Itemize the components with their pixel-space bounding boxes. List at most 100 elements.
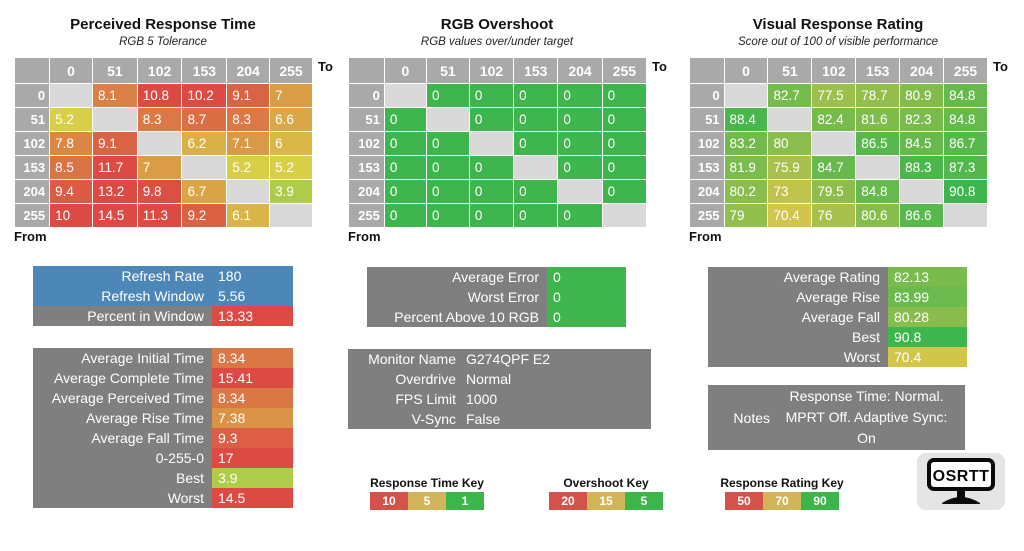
heatmap-row-label: 204 bbox=[15, 180, 50, 203]
heatmap-cell: 9.2 bbox=[182, 204, 227, 227]
key-swatches: 20 15 5 bbox=[549, 492, 663, 510]
heatmap-cell: 78.7 bbox=[856, 84, 900, 107]
stat-row: Average Rise Time 7.38 bbox=[33, 408, 293, 428]
heatmap-cell bbox=[50, 84, 92, 107]
heatmap-cell: 3.9 bbox=[270, 180, 312, 203]
heatmap-cell: 0 bbox=[469, 204, 514, 227]
axis-from-label: From bbox=[14, 229, 47, 244]
heatmap-cell: 6.7 bbox=[182, 180, 227, 203]
heatmap-cell: 77.5 bbox=[812, 84, 856, 107]
heatmap-cell: 70.4 bbox=[768, 204, 812, 227]
chart-title: RGB Overshoot bbox=[440, 16, 554, 33]
heatmap-cell: 0 bbox=[558, 108, 602, 131]
stat-label: Worst bbox=[843, 349, 880, 365]
key-swatch: 5 bbox=[625, 492, 663, 510]
heatmap-column-header: 255 bbox=[944, 58, 987, 83]
heatmap-row-label: 0 bbox=[15, 84, 50, 107]
stat-label: Refresh Window bbox=[101, 288, 204, 304]
stat-row: V-Sync False bbox=[348, 409, 651, 429]
heatmap-cell: 10.2 bbox=[182, 84, 227, 107]
heatmap-cell: 0 bbox=[514, 180, 558, 203]
heatmap-cell: 0 bbox=[384, 180, 427, 203]
stat-label: Average Initial Time bbox=[81, 350, 204, 366]
heatmap-column-header: 153 bbox=[514, 58, 558, 83]
heatmap-cell: 73 bbox=[768, 180, 812, 203]
chart-subtitle: Score out of 100 of visible performance bbox=[737, 36, 939, 48]
heatmap-corner-cell bbox=[349, 58, 384, 83]
heatmap-corner-cell bbox=[15, 58, 50, 83]
heatmap-cell: 7.8 bbox=[50, 132, 92, 155]
logo-text: OSRTT bbox=[933, 468, 990, 485]
heatmap-cell: 0 bbox=[514, 132, 558, 155]
stat-value: 9.3 bbox=[212, 428, 293, 448]
heatmap-column-header: 51 bbox=[768, 58, 812, 83]
heatmap-row-label: 102 bbox=[690, 132, 724, 155]
key-title: Response Rating Key bbox=[720, 476, 844, 490]
heatmap-cell: 79 bbox=[724, 204, 768, 227]
stat-row: Percent Above 10 RGB 0 bbox=[367, 307, 626, 327]
heatmap-cell: 0 bbox=[427, 84, 469, 107]
stat-value: 17 bbox=[212, 448, 293, 468]
stat-row: FPS Limit 1000 bbox=[348, 389, 651, 409]
stat-label: FPS Limit bbox=[395, 391, 456, 407]
axis-from-label: From bbox=[689, 229, 722, 244]
heatmap-cell: 7.1 bbox=[227, 132, 270, 155]
key-swatch: 5 bbox=[408, 492, 446, 510]
heatmap-cell: 8.1 bbox=[92, 84, 137, 107]
stat-row: Monitor Name G274QPF E2 bbox=[348, 349, 651, 369]
heatmap-cell bbox=[469, 132, 514, 155]
stat-row: Worst 70.4 bbox=[708, 347, 967, 367]
heatmap-row-label: 102 bbox=[15, 132, 50, 155]
stat-value: 15.41 bbox=[212, 368, 293, 388]
heatmap-cell bbox=[812, 132, 856, 155]
heatmap-cell: 0 bbox=[558, 156, 602, 179]
response-time-key: Response Time Key 10 5 1 bbox=[370, 476, 484, 510]
stat-value: 3.9 bbox=[212, 468, 293, 488]
stat-label: Percent in Window bbox=[87, 308, 204, 324]
notes-label: Notes bbox=[733, 409, 770, 426]
heatmap-cell: 0 bbox=[602, 132, 646, 155]
osrtt-logo: OSRTT bbox=[917, 453, 1005, 515]
heatmap-cell: 84.8 bbox=[944, 108, 987, 131]
key-swatch: 70 bbox=[763, 492, 801, 510]
heatmap-cell: 79.5 bbox=[812, 180, 856, 203]
heatmap-cell: 0 bbox=[384, 156, 427, 179]
heatmap-cell: 8.3 bbox=[137, 108, 182, 131]
notes-text: Response Time: Normal. MPRT Off. Adaptiv… bbox=[785, 388, 948, 446]
heatmap-cell: 8.5 bbox=[50, 156, 92, 179]
heatmap-column-header: 153 bbox=[856, 58, 900, 83]
stat-label: Overdrive bbox=[395, 371, 456, 387]
heatmap-cell: 9.1 bbox=[227, 84, 270, 107]
heatmap-cell: 0 bbox=[384, 108, 427, 131]
heatmap-cell: 11.7 bbox=[92, 156, 137, 179]
heatmap-row-label: 153 bbox=[690, 156, 724, 179]
heatmap-cell: 82.3 bbox=[900, 108, 944, 131]
overshoot-key: Overshoot Key 20 15 5 bbox=[549, 476, 663, 510]
response-time-stats-panel: Average Initial Time 8.34 Average Complete… bbox=[33, 348, 293, 508]
heatmap-row-label: 51 bbox=[690, 108, 724, 131]
stat-value: 5.56 bbox=[218, 288, 246, 304]
stat-label: 0-255-0 bbox=[155, 450, 204, 466]
heatmap-cell: 0 bbox=[558, 132, 602, 155]
heatmap-cell: 0 bbox=[558, 84, 602, 107]
heatmap-cell: 86.7 bbox=[944, 132, 987, 155]
response-rating-key: Response Rating Key 50 70 90 bbox=[720, 476, 844, 510]
stat-row: Worst 14.5 bbox=[33, 488, 293, 508]
heatmap-cell: 80.9 bbox=[900, 84, 944, 107]
heatmap-cell: 76 bbox=[812, 204, 856, 227]
heatmap-column-header: 255 bbox=[270, 58, 312, 83]
heatmap-cell: 0 bbox=[514, 204, 558, 227]
stat-label: Refresh Rate bbox=[121, 268, 204, 284]
heatmap-cell: 84.7 bbox=[812, 156, 856, 179]
heatmap-cell: 80.2 bbox=[724, 180, 768, 203]
stat-value: 13.33 bbox=[212, 306, 293, 326]
heatmap-column-header: 51 bbox=[427, 58, 469, 83]
stat-label: Best bbox=[175, 470, 204, 486]
stat-value: 0 bbox=[547, 267, 626, 287]
heatmap-cell: 11.3 bbox=[137, 204, 182, 227]
heatmap-cell: 86.5 bbox=[856, 132, 900, 155]
key-swatch: 10 bbox=[370, 492, 408, 510]
key-swatch: 50 bbox=[725, 492, 763, 510]
heatmap-cell: 7 bbox=[137, 156, 182, 179]
heatmap-cell: 14.5 bbox=[92, 204, 137, 227]
